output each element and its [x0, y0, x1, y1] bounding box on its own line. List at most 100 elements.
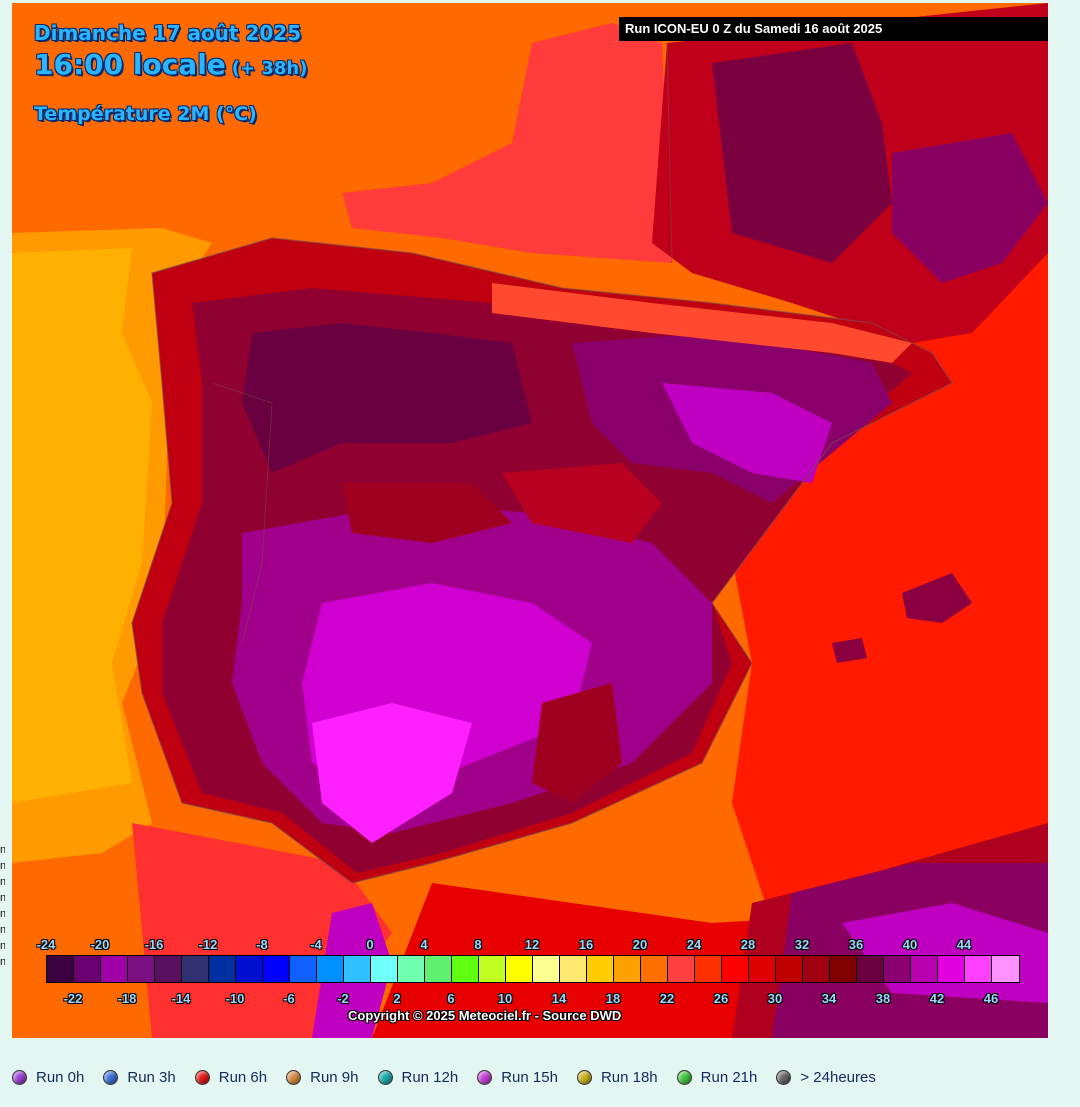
edge-mark: n	[0, 844, 5, 856]
map-date-title: Dimanche 17 août 2025	[34, 21, 302, 45]
legend-swatch	[209, 956, 236, 982]
edge-mark: n	[0, 924, 5, 936]
legend-swatch	[965, 956, 992, 982]
legend-label: -14	[171, 991, 191, 1006]
legend-label: 2	[393, 991, 401, 1006]
temperature-map: Dimanche 17 août 2025 16:00 locale (+ 38h…	[12, 3, 1048, 1038]
legend-label: 40	[902, 937, 918, 952]
edge-mark: n	[0, 908, 5, 920]
edge-mark: n	[0, 876, 5, 888]
legend-swatch	[371, 956, 398, 982]
legend-swatch	[641, 956, 668, 982]
forecast-time: 16:00 locale	[34, 48, 226, 81]
edge-mark: n	[0, 956, 5, 968]
color-legend: -24 -20 -16 -12 -8 -4 0 4 8 12 16 20 24 28 32 36 40 44 -2…	[12, 931, 1048, 1031]
legend-label: 8	[474, 937, 482, 952]
run-link[interactable]: Run 12h	[377, 1068, 459, 1086]
legend-swatch	[560, 956, 587, 982]
legend-label: 46	[983, 991, 999, 1006]
legend-swatch	[398, 956, 425, 982]
run-ball-icon	[194, 1069, 210, 1085]
legend-label: 16	[578, 937, 594, 952]
run-link[interactable]: Run 0h	[12, 1069, 84, 1086]
legend-label: 6	[447, 991, 455, 1006]
run-ball-icon	[576, 1069, 592, 1085]
forecast-offset: (+ 38h)	[231, 58, 308, 79]
run-label: Run 6h	[218, 1068, 268, 1086]
legend-swatch	[992, 956, 1019, 982]
run-selector-bar: Run 0h Run 3h Run 6h Run 9h Run 12h Run 15h Ru…	[12, 1064, 895, 1090]
legend-swatch	[101, 956, 128, 982]
run-label: Run 18h	[600, 1068, 658, 1086]
run-label: > 24heures	[800, 1068, 876, 1086]
legend-label: 34	[821, 991, 837, 1006]
run-link[interactable]: Run 9h	[286, 1068, 359, 1086]
legend-label: 32	[794, 937, 810, 952]
legend-swatch	[830, 956, 857, 982]
map-variable-title: Température 2M (°C)	[34, 103, 257, 125]
run-ball-icon	[676, 1069, 692, 1085]
legend-swatch	[479, 956, 506, 982]
legend-label: 10	[497, 991, 513, 1006]
legend-label: 20	[632, 937, 648, 952]
legend-swatch	[263, 956, 290, 982]
run-ball-icon	[477, 1069, 493, 1085]
run-link[interactable]: > 24heures	[776, 1068, 876, 1086]
legend-label: 0	[366, 937, 374, 952]
legend-swatch	[128, 956, 155, 982]
temperature-field	[12, 3, 1048, 1038]
run-ball-icon	[776, 1069, 792, 1085]
edge-mark: n	[0, 860, 5, 872]
legend-label: -4	[310, 937, 322, 952]
legend-swatch	[236, 956, 263, 982]
run-link[interactable]: Run 18h	[576, 1068, 658, 1086]
run-link[interactable]: Run 21h	[676, 1068, 758, 1086]
legend-label: -16	[144, 937, 164, 952]
legend-swatch	[182, 956, 209, 982]
run-link[interactable]: Run 3h	[103, 1068, 176, 1086]
legend-label: 4	[420, 937, 428, 952]
legend-label: -8	[256, 937, 268, 952]
run-link[interactable]: Run 6h	[194, 1068, 268, 1086]
legend-swatch	[506, 956, 533, 982]
run-banner: Run ICON-EU 0 Z du Samedi 16 août 2025	[619, 17, 1048, 41]
legend-swatch	[668, 956, 695, 982]
legend-swatch	[425, 956, 452, 982]
run-ball-icon	[12, 1069, 27, 1085]
run-label: Run 12h	[401, 1068, 459, 1086]
edge-mark: n	[0, 892, 5, 904]
legend-label: -22	[63, 991, 83, 1006]
legend-label: 44	[956, 937, 972, 952]
legend-label: 42	[929, 991, 945, 1006]
run-label: Run 3h	[127, 1068, 176, 1086]
run-ball-icon	[377, 1069, 393, 1085]
legend-swatch	[722, 956, 749, 982]
legend-swatch	[155, 956, 182, 982]
legend-swatch	[47, 956, 74, 982]
copyright-notice: Copyright © 2025 Meteociel.fr - Source D…	[348, 1008, 622, 1023]
legend-label: 14	[551, 991, 567, 1006]
map-time-title: 16:00 locale (+ 38h)	[34, 48, 307, 81]
run-ball-icon	[103, 1069, 119, 1085]
legend-swatch	[587, 956, 614, 982]
legend-swatch	[749, 956, 776, 982]
legend-swatch	[911, 956, 938, 982]
legend-swatch	[776, 956, 803, 982]
legend-swatch	[938, 956, 965, 982]
legend-swatch	[695, 956, 722, 982]
run-label: Run 9h	[310, 1068, 359, 1086]
run-link[interactable]: Run 15h	[477, 1069, 558, 1086]
legend-swatch	[857, 956, 884, 982]
legend-swatch	[452, 956, 479, 982]
legend-swatch	[533, 956, 560, 982]
legend-swatch	[614, 956, 641, 982]
legend-label: 12	[524, 937, 540, 952]
run-label: Run 15h	[501, 1068, 558, 1086]
legend-label: -24	[36, 937, 56, 952]
legend-label: 30	[767, 991, 783, 1006]
legend-swatch	[884, 956, 911, 982]
run-label: Run 21h	[700, 1068, 758, 1086]
legend-swatch	[290, 956, 317, 982]
legend-swatch	[344, 956, 371, 982]
legend-label: 36	[848, 937, 864, 952]
